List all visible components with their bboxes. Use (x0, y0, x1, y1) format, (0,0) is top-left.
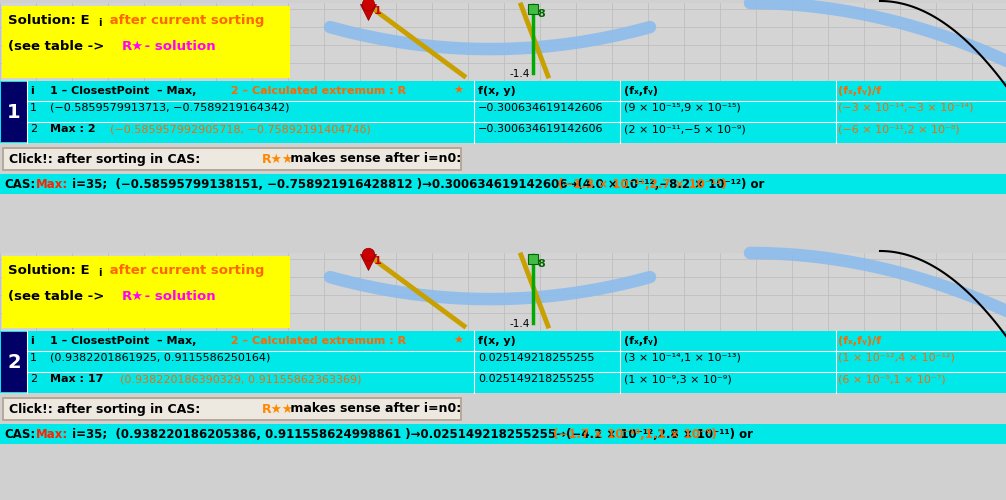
Bar (2, 6, 290, 78)
Text: R★: R★ (122, 290, 144, 303)
Bar (0, 253, 1006, 331)
Text: Click!: after sorting in CAS:: Click!: after sorting in CAS: (9, 152, 204, 166)
Text: -1.4: -1.4 (510, 319, 530, 329)
Text: (−1.7 × 10⁻¹⁰,1.1 × 10⁻⁹): (−1.7 × 10⁻¹⁰,1.1 × 10⁻⁹) (553, 428, 716, 440)
Text: Max : 2: Max : 2 (50, 124, 100, 134)
Text: i: i (30, 336, 34, 346)
Bar (1, 332, 27, 392)
Text: 8: 8 (537, 9, 545, 19)
Text: 2 – Calculated extremum : R: 2 – Calculated extremum : R (227, 336, 406, 346)
Text: 2 – Calculated extremum : R: 2 – Calculated extremum : R (227, 86, 406, 96)
Text: 0.025149218255255: 0.025149218255255 (478, 353, 595, 363)
Text: 1: 1 (30, 103, 37, 113)
Text: after current sorting: after current sorting (105, 14, 265, 27)
Bar (1, 82, 27, 142)
Text: 2: 2 (30, 374, 37, 384)
Text: (9 × 10⁻¹⁵,9 × 10⁻¹⁵): (9 × 10⁻¹⁵,9 × 10⁻¹⁵) (624, 103, 740, 113)
Text: (fₓ,fᵧ)/f: (fₓ,fᵧ)/f (838, 336, 881, 346)
Text: makes sense after i=n0:: makes sense after i=n0: (286, 152, 461, 166)
Text: (0.938220186390329, 0.91155862363369): (0.938220186390329, 0.91155862363369) (120, 374, 361, 384)
Bar (0, 424, 1006, 444)
Text: ★: ★ (453, 86, 463, 96)
Text: 1: 1 (7, 102, 21, 122)
Text: Solution: E: Solution: E (8, 14, 90, 27)
Text: - solution: - solution (140, 40, 215, 53)
Text: (−6 × 10⁻¹¹,2 × 10⁻⁸): (−6 × 10⁻¹¹,2 × 10⁻⁸) (838, 124, 960, 134)
Text: 0.025149218255255: 0.025149218255255 (478, 374, 595, 384)
Text: i: i (98, 268, 102, 278)
Text: Max:: Max: (36, 428, 68, 440)
Text: 1: 1 (30, 353, 37, 363)
Bar (0, 81, 1006, 143)
Text: Click!: after sorting in CAS:: Click!: after sorting in CAS: (9, 402, 204, 415)
Bar (4, 149, 460, 169)
Text: (6 × 10⁻⁵,1 × 10⁻⁷): (6 × 10⁻⁵,1 × 10⁻⁷) (838, 374, 946, 384)
Text: 1: 1 (374, 256, 381, 266)
Text: (fₓ,fᵧ)/f: (fₓ,fᵧ)/f (838, 86, 881, 96)
Text: (1 × 10⁻¹²,4 × 10⁻¹²): (1 × 10⁻¹²,4 × 10⁻¹²) (838, 353, 955, 363)
Text: 2: 2 (7, 352, 21, 372)
Bar (4, 399, 460, 419)
Text: CAS:: CAS: (4, 178, 35, 190)
Text: (fₓ,fᵧ): (fₓ,fᵧ) (624, 336, 658, 346)
Text: (−3 × 10⁻¹⁴,−3 × 10⁻¹⁴): (−3 × 10⁻¹⁴,−3 × 10⁻¹⁴) (838, 103, 974, 113)
Text: (1 × 10⁻⁹,3 × 10⁻⁹): (1 × 10⁻⁹,3 × 10⁻⁹) (624, 374, 731, 384)
Text: 1 – ClosestPoint  – Max,: 1 – ClosestPoint – Max, (50, 336, 196, 346)
Text: i: i (30, 86, 34, 96)
Text: Max:: Max: (36, 178, 68, 190)
Bar (2, 397, 462, 421)
Text: f(x, y): f(x, y) (478, 336, 516, 346)
Text: makes sense after i=n0:: makes sense after i=n0: (286, 402, 461, 415)
Text: i=35;  (−0.58595799138151, −0.758921916428812 )→0.300634619142606→(4.0 × 10⁻¹²,−: i=35; (−0.58595799138151, −0.75892191642… (68, 178, 769, 190)
Text: 1: 1 (374, 6, 381, 16)
Text: Max : 17: Max : 17 (50, 374, 108, 384)
Text: 8: 8 (537, 259, 545, 269)
Bar (0, 174, 1006, 194)
Bar (2, 256, 290, 328)
Text: R★★: R★★ (262, 152, 294, 166)
Text: (fₓ,fᵧ): (fₓ,fᵧ) (624, 86, 658, 96)
Text: f(x, y): f(x, y) (478, 86, 516, 96)
Text: −0.300634619142606: −0.300634619142606 (478, 103, 604, 113)
Bar (0, 331, 1006, 393)
Text: (−0.585957992905718, −0.7589219140474δ): (−0.585957992905718, −0.7589219140474δ) (110, 124, 371, 134)
Text: −0.300634619142606: −0.300634619142606 (478, 124, 604, 134)
Text: (see table ->: (see table -> (8, 40, 109, 53)
Text: (−1.3 × 10⁻¹¹,2.7 × 10⁻¹¹): (−1.3 × 10⁻¹¹,2.7 × 10⁻¹¹) (558, 178, 726, 190)
Text: -1.4: -1.4 (510, 69, 530, 79)
Bar (0, 3, 1006, 81)
Text: i=35;  (0.938220186205386, 0.911558624998861 )→0.025149218255255→(−4.2 × 10⁻¹²,2: i=35; (0.938220186205386, 0.911558624998… (68, 428, 758, 440)
Text: - solution: - solution (140, 290, 215, 303)
Text: i: i (98, 18, 102, 28)
Text: (3 × 10⁻¹⁴,1 × 10⁻¹³): (3 × 10⁻¹⁴,1 × 10⁻¹³) (624, 353, 740, 363)
Text: after current sorting: after current sorting (105, 264, 265, 277)
Text: 1 – ClosestPoint  – Max,: 1 – ClosestPoint – Max, (50, 86, 196, 96)
Text: (2 × 10⁻¹¹,−5 × 10⁻⁹): (2 × 10⁻¹¹,−5 × 10⁻⁹) (624, 124, 745, 134)
Text: (0.9382201861925, 0.9115586250164): (0.9382201861925, 0.9115586250164) (50, 353, 271, 363)
Text: CAS:: CAS: (4, 428, 35, 440)
Text: ★: ★ (453, 336, 463, 346)
Bar (2, 147, 462, 171)
Text: (see table ->: (see table -> (8, 290, 109, 303)
Text: R★: R★ (122, 40, 144, 53)
Text: Solution: E: Solution: E (8, 264, 90, 277)
Text: 2: 2 (30, 124, 37, 134)
Text: R★★: R★★ (262, 402, 294, 415)
Text: (−0.5859579913713, −0.7589219164342): (−0.5859579913713, −0.7589219164342) (50, 103, 290, 113)
